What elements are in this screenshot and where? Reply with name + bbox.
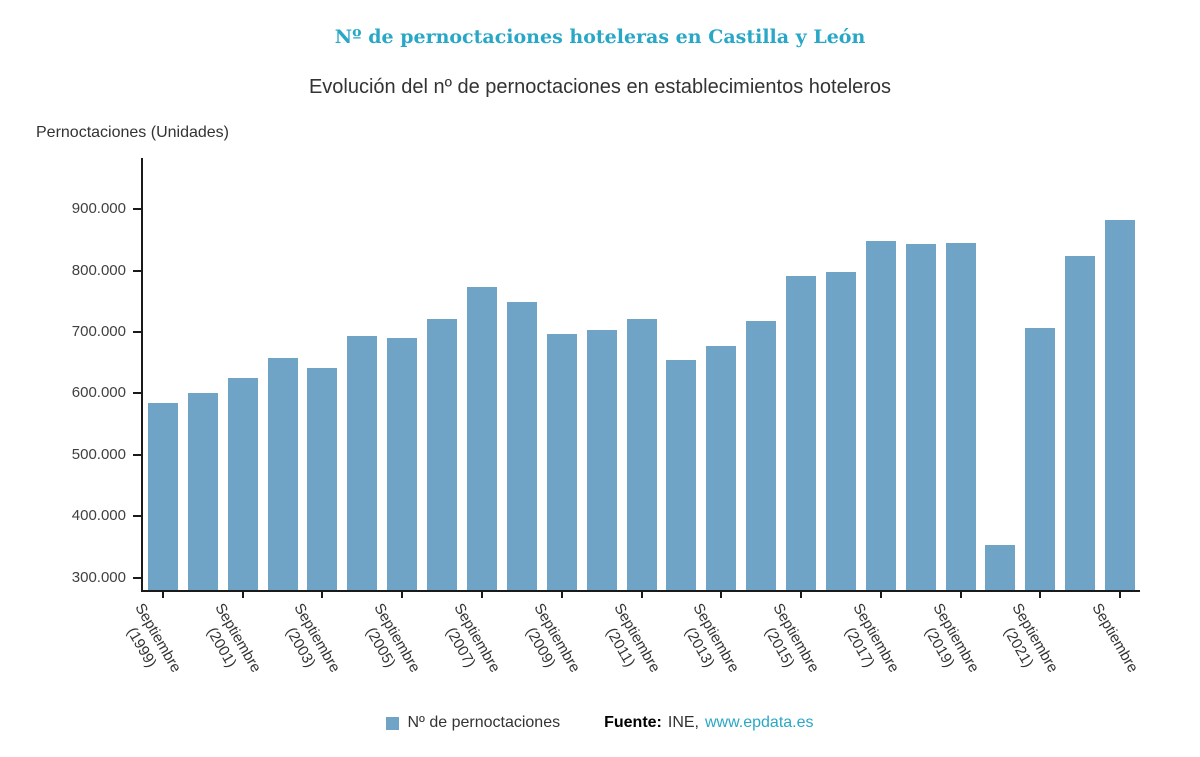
x-tick-label: Septiembre (2003) (282, 600, 344, 676)
x-axis-line (141, 590, 1140, 592)
bar (905, 243, 936, 590)
x-tick-label: Septiembre (2009) (522, 600, 584, 676)
x-tick-label: Septiembre (2015) (761, 600, 823, 676)
bar (945, 242, 976, 590)
x-tick-mark (161, 592, 164, 598)
x-tick-mark (480, 592, 483, 598)
bar (307, 368, 338, 590)
bar (1025, 327, 1056, 590)
bar (825, 272, 856, 590)
bar (427, 318, 458, 590)
x-tick-label: Septiembre (2013) (681, 600, 743, 676)
y-tick-label: 400.000 (71, 507, 126, 525)
x-tick-mark (959, 592, 962, 598)
source-link[interactable]: www.epdata.es (705, 714, 814, 731)
source-name: INE, (667, 714, 699, 731)
bar (586, 330, 617, 590)
y-tick-mark (133, 576, 141, 579)
x-tick-mark (241, 592, 244, 598)
x-tick-mark (1119, 592, 1122, 598)
bar (865, 241, 896, 590)
y-tick-label: 600.000 (71, 384, 126, 402)
x-tick-label: Septiembre (1999) (123, 600, 185, 676)
y-tick-mark (133, 269, 141, 272)
bar (506, 301, 537, 590)
chart-subtitle: Evolución del nº de pernoctaciones en es… (308, 76, 892, 98)
y-tick-mark (133, 392, 141, 395)
x-tick-label: Septiembre (2007) (442, 600, 504, 676)
x-tick-label: Septiembre (2011) (602, 600, 663, 676)
x-tick-mark (401, 592, 404, 598)
bar (1065, 255, 1096, 590)
bar (267, 357, 298, 590)
y-tick-label: 800.000 (71, 261, 126, 279)
chart-title: Nº de pernoctaciones hoteleras en Castil… (334, 26, 866, 48)
bar (387, 338, 418, 590)
x-tick-mark (720, 592, 723, 598)
bar (786, 276, 817, 590)
bar (546, 334, 577, 590)
y-tick-label: 700.000 (71, 323, 126, 340)
x-tick-label: Septiembre (2005) (362, 600, 424, 676)
y-tick-mark (133, 208, 141, 211)
bar (187, 393, 218, 590)
chart-footer: Nº de pernoctaciones Fuente: INE, www.ep… (0, 714, 1200, 732)
x-tick-label: Septiembre (1088, 600, 1142, 676)
x-tick-label: Septiembre (2019) (920, 600, 983, 676)
y-tick-label: 900.000 (71, 200, 126, 218)
y-axis-line (141, 158, 143, 592)
legend-label: Nº de pernoctaciones (407, 714, 561, 731)
bar (626, 319, 657, 590)
x-tick-label: Septiembre (2001) (202, 600, 265, 676)
legend-marker-icon (386, 716, 400, 730)
bar (347, 336, 378, 590)
x-tick-mark (800, 592, 803, 598)
source-label: Fuente: (604, 714, 662, 731)
x-tick-mark (640, 592, 643, 598)
bar (147, 402, 178, 590)
plot-area (143, 160, 1140, 590)
x-tick-label: Septiembre (2017) (841, 600, 903, 676)
x-axis-labels: Septiembre (1999) Septiembre (2001) Septiemb… (123, 596, 1163, 716)
x-tick-mark (879, 592, 882, 598)
x-tick-mark (1039, 592, 1042, 598)
bar (985, 544, 1016, 590)
y-axis-title: Pernoctaciones (Unidades) (36, 124, 229, 141)
y-tick-label: 300.000 (71, 568, 126, 586)
bar (666, 359, 697, 590)
y-tick-label: 500.000 (71, 445, 126, 463)
y-tick-mark (133, 331, 141, 333)
x-tick-mark (321, 592, 324, 598)
bar (746, 320, 777, 590)
bar (227, 378, 258, 590)
bar (1105, 220, 1136, 590)
bar (706, 345, 737, 590)
x-tick-mark (560, 592, 563, 598)
y-tick-mark (133, 515, 141, 518)
x-tick-label: Septiembre (2021) (1000, 600, 1062, 676)
y-tick-mark (133, 453, 141, 456)
bar (466, 287, 497, 590)
